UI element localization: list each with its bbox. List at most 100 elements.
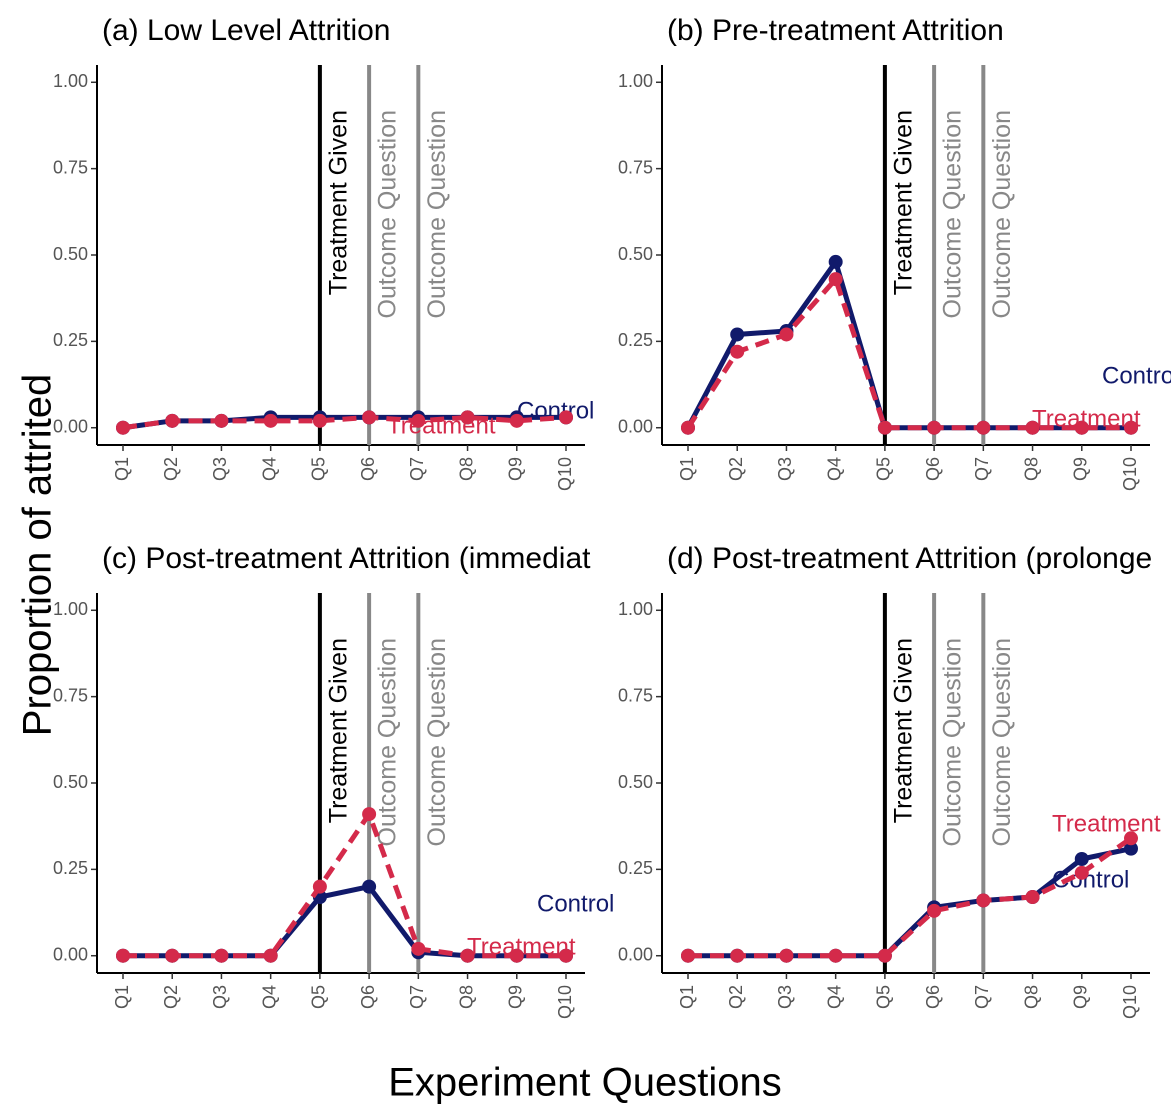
point: [877, 420, 892, 435]
series-label: Treatment: [387, 412, 496, 439]
point: [976, 893, 991, 908]
panel-title: (a) Low Level Attrition: [102, 14, 390, 47]
x-tick-label: Q2: [726, 457, 746, 481]
point: [559, 948, 573, 963]
x-tick-label: Q9: [506, 457, 526, 481]
point: [1074, 865, 1089, 880]
x-tick-label: Q2: [161, 985, 181, 1009]
x-tick-label: Q9: [1071, 457, 1091, 481]
vline-label: Outcome Question: [374, 638, 402, 846]
y-tick-label: 0.75: [53, 157, 88, 177]
point: [460, 948, 475, 963]
series-line: [685, 274, 1131, 431]
y-tick-label: 0.00: [618, 416, 653, 436]
point: [1124, 420, 1138, 435]
y-tick-label: 1.00: [53, 71, 88, 91]
x-tick-label: Q4: [824, 985, 844, 1009]
x-tick-label: Q3: [210, 985, 230, 1009]
point: [411, 941, 426, 956]
point: [312, 879, 327, 894]
x-tick-label: Q10: [555, 457, 575, 491]
vline-label: Treatment Given: [889, 110, 917, 295]
x-tick-label: Q3: [775, 457, 795, 481]
series-label: Treatment: [1052, 810, 1161, 837]
x-tick-label: Q3: [775, 985, 795, 1009]
point: [312, 413, 327, 428]
series-label: Treatment: [467, 933, 576, 960]
point: [1025, 890, 1040, 904]
x-axis-label: Experiment Questions: [388, 1061, 782, 1105]
point: [165, 948, 180, 963]
x-tick-label: Q8: [456, 457, 476, 481]
point: [730, 948, 745, 963]
y-tick-label: 0.25: [53, 330, 88, 350]
y-tick-label: 1.00: [618, 599, 653, 619]
series-line: [688, 846, 1132, 959]
vline-label: Outcome Question: [939, 110, 967, 318]
y-tick-label: 0.50: [53, 244, 88, 264]
x-tick-label: Q10: [1120, 457, 1140, 491]
point: [681, 420, 695, 435]
point: [116, 420, 130, 435]
y-tick-label: 0.50: [53, 772, 88, 792]
y-axis-label: Proportion of attrited: [16, 374, 60, 736]
series-label: Treatment: [1032, 405, 1141, 432]
y-tick-label: 1.00: [53, 599, 88, 619]
x-tick-label: Q9: [1071, 985, 1091, 1009]
point: [877, 948, 892, 963]
point: [1074, 852, 1089, 866]
x-tick-label: Q8: [1021, 985, 1041, 1009]
point: [362, 410, 377, 425]
x-tick-label: Q3: [210, 457, 230, 481]
point: [927, 420, 942, 435]
series-line: [123, 808, 566, 959]
x-tick-label: Q5: [874, 457, 894, 481]
point: [214, 948, 229, 963]
point: [730, 327, 745, 342]
y-tick-label: 0.75: [618, 685, 653, 705]
x-tick-label: Q1: [677, 457, 697, 481]
point: [976, 420, 991, 435]
vline-label: Treatment Given: [324, 638, 352, 823]
x-tick-label: Q5: [874, 985, 894, 1009]
x-tick-label: Q10: [555, 985, 575, 1019]
point: [559, 410, 573, 425]
point: [362, 879, 377, 894]
y-tick-label: 0.25: [53, 858, 88, 878]
y-tick-label: 0.00: [618, 944, 653, 964]
point: [1124, 831, 1138, 846]
point: [362, 807, 377, 822]
y-tick-label: 1.00: [618, 71, 653, 91]
y-tick-label: 0.25: [618, 858, 653, 878]
x-tick-label: Q2: [726, 985, 746, 1009]
x-tick-label: Q2: [161, 457, 181, 481]
point: [263, 948, 278, 963]
point: [116, 948, 130, 963]
x-tick-label: Q6: [358, 985, 378, 1009]
y-tick-label: 0.75: [618, 157, 653, 177]
y-tick-label: 0.50: [618, 244, 653, 264]
point: [214, 413, 229, 428]
vline-label: Outcome Question: [988, 638, 1016, 846]
panel-title: (c) Post-treatment Attrition (immediat: [102, 542, 591, 575]
vline-label: Outcome Question: [423, 110, 451, 318]
x-tick-label: Q10: [1120, 985, 1140, 1019]
x-tick-label: Q4: [259, 985, 279, 1009]
panel-title: (d) Post-treatment Attrition (prolonge: [667, 542, 1152, 575]
point: [411, 413, 426, 428]
point: [509, 948, 524, 963]
vline-label: Outcome Question: [939, 638, 967, 846]
point: [509, 413, 524, 428]
point: [263, 413, 278, 428]
x-tick-label: Q1: [112, 985, 132, 1009]
x-tick-label: Q1: [677, 985, 697, 1009]
point: [1124, 841, 1138, 856]
point: [1074, 420, 1089, 435]
x-tick-label: Q6: [358, 457, 378, 481]
y-tick-label: 0.75: [53, 685, 88, 705]
vline-label: Treatment Given: [324, 110, 352, 295]
point: [828, 272, 843, 287]
x-tick-label: Q4: [824, 457, 844, 481]
x-tick-label: Q8: [1021, 457, 1041, 481]
x-tick-label: Q7: [407, 985, 427, 1009]
